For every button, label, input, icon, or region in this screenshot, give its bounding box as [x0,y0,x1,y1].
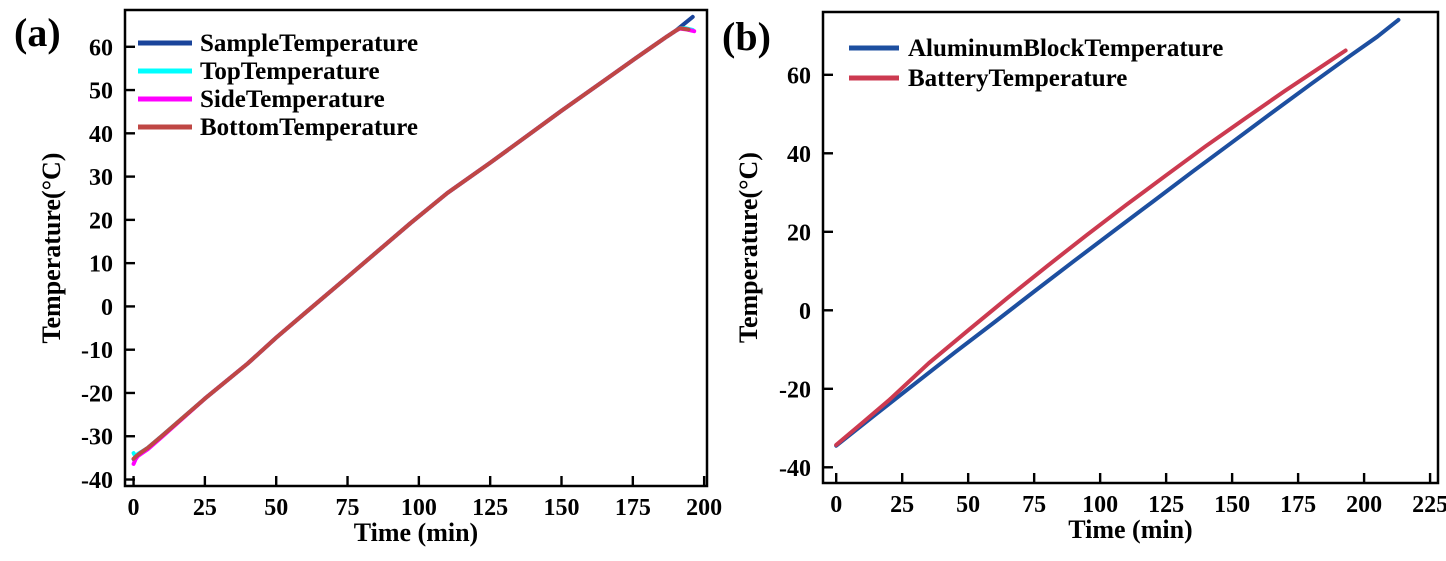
y-tick-label: 20 [787,220,811,246]
x-tick-label: 125 [472,495,508,521]
x-tick-label: 0 [128,495,140,521]
x-tick-label: 200 [686,495,722,521]
x-tick-label: 150 [1214,492,1250,518]
plot-area [131,14,697,466]
y-axis-title: Temperature(°C) [37,153,66,344]
x-tick-label: 50 [956,492,980,518]
y-tick-label: 30 [89,165,113,191]
y-tick-label: -40 [779,456,811,482]
y-tick-label: 50 [89,79,113,105]
plot-area [834,17,1401,448]
plot-frame [821,10,1440,485]
y-tick-label: -10 [81,338,113,364]
legend-label-BottomTemperature: BottomTemperature [200,114,418,141]
y-tick-label: 20 [89,208,113,234]
series-line-BottomTemperature [131,26,691,461]
chart-panel-b: 0 25 50 75 100 125 150 175 200 225 -40 -20 0 20 40 60 Ti… [722,10,1446,544]
legend-label-BatteryTemperature: BatteryTemperature [908,65,1127,92]
x-tick-label: 25 [890,492,914,518]
x-tick-label: 175 [1280,492,1316,518]
y-tick-label: 60 [89,35,113,61]
legend: AluminumBlockTemperature BatteryTemperatu… [849,35,1223,92]
legend-label-TopTemperature: TopTemperature [200,58,380,85]
x-axis-title: Time (min) [1068,515,1192,544]
x-tick-label: 125 [1148,492,1184,518]
panel-label: (a) [14,10,61,55]
y-tick-label: 40 [89,122,113,148]
y-tick-label: 40 [787,142,811,168]
x-tick-label: 100 [401,495,437,521]
y-tick-label: -20 [779,377,811,403]
x-tick-label: 25 [193,495,217,521]
chart-panel-a: 0 25 50 75 100 125 150 175 200 -40 -30 -20 -10 0 10 20 3… [14,8,722,547]
y-tick-label: 10 [89,252,113,278]
x-tick-label: 225 [1412,492,1446,518]
y-tick-label: -20 [81,381,113,407]
y-tick-label: -40 [81,468,113,494]
legend: SampleTemperatureTopTemperatureSideTempe… [138,30,418,141]
y-axis-title: Temperature(°C) [734,152,763,343]
x-tick-label: 200 [1346,492,1382,518]
legend-label-SampleTemperature: SampleTemperature [200,30,418,57]
x-tick-label: 75 [336,495,360,521]
plot-frame [123,8,709,488]
y-tick-label: 0 [799,299,811,325]
x-tick-label: 0 [830,492,842,518]
x-tick-label: 100 [1082,492,1118,518]
panel-label: (b) [722,14,771,59]
x-tick-label: 75 [1022,492,1046,518]
legend-label-AluminumBlockTemperature: AluminumBlockTemperature [908,35,1223,62]
y-tick-label: 60 [787,63,811,89]
y-tick-label: -30 [81,425,113,451]
x-axis-title: Time (min) [354,518,478,547]
x-tick-label: 150 [544,495,580,521]
y-tick-label: 0 [101,295,113,321]
x-tick-label: 50 [264,495,288,521]
legend-label-SideTemperature: SideTemperature [200,86,385,113]
series-line-BatteryTemperature [834,48,1348,447]
series-line-AluminumBlockTemperature [834,17,1401,448]
x-tick-label: 175 [615,495,651,521]
